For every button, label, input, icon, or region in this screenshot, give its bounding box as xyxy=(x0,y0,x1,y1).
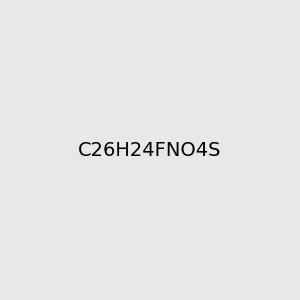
Text: C26H24FNO4S: C26H24FNO4S xyxy=(78,140,222,160)
